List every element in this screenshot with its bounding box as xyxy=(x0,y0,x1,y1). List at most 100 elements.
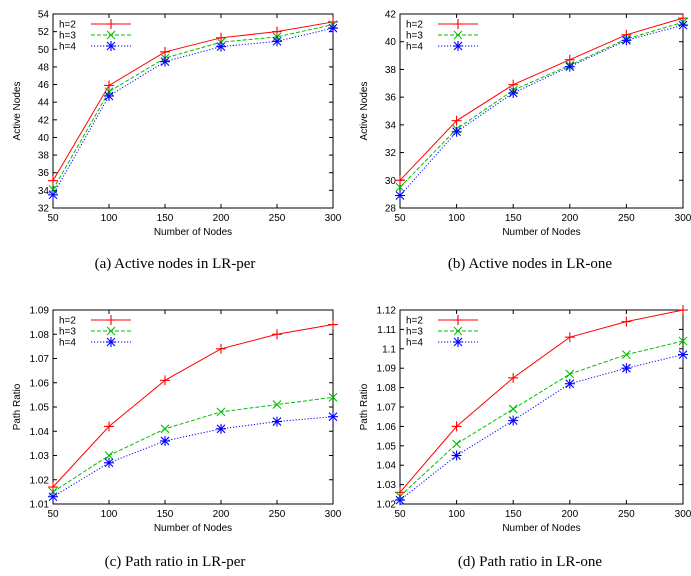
y-tick-label: 50 xyxy=(38,45,50,56)
y-tick-label: 42 xyxy=(385,10,397,21)
data-point-h=4 xyxy=(564,378,575,389)
data-point-h=4 xyxy=(508,87,519,98)
y-tick-label: 1.01 xyxy=(30,500,50,511)
plot-frame xyxy=(399,13,684,209)
data-point-h=3 xyxy=(216,407,226,417)
data-point-h=3 xyxy=(565,60,575,70)
legend-marker-h=2 xyxy=(106,315,116,325)
series-line-h=4 xyxy=(52,27,334,196)
legend-marker-h=2 xyxy=(106,19,116,29)
legend-label: h=4 xyxy=(406,42,423,53)
series-line-h=2 xyxy=(52,324,334,488)
y-tick-label: 40 xyxy=(38,133,50,144)
y-tick-label: 1.06 xyxy=(377,422,397,433)
y-tick-label: 34 xyxy=(38,186,50,197)
y-tick-label: 1.02 xyxy=(30,475,50,486)
x-tick-label: 150 xyxy=(157,509,174,520)
series-line-h=4 xyxy=(52,416,334,498)
caption-c: (c) Path ratio in LR-per xyxy=(104,554,246,570)
data-point-h=4 xyxy=(160,435,170,446)
y-tick-label: 1.11 xyxy=(377,325,396,336)
y-axis-label: Path Ratio xyxy=(12,383,23,430)
data-point-h=3 xyxy=(508,85,518,95)
x-axis-label: Number of Nodes xyxy=(502,227,580,238)
x-tick-label: 100 xyxy=(448,509,465,520)
data-point-h=3 xyxy=(565,369,575,379)
x-tick-label: 50 xyxy=(47,213,59,224)
x-tick-label: 50 xyxy=(394,213,406,224)
data-point-h=3 xyxy=(104,451,114,460)
data-point-h=2 xyxy=(678,305,688,315)
y-tick-label: 48 xyxy=(38,62,50,73)
data-point-h=2 xyxy=(160,46,170,57)
data-point-h=2 xyxy=(564,332,575,343)
y-tick-label: 28 xyxy=(385,204,397,215)
data-point-h=2 xyxy=(508,372,519,383)
y-axis-label: Path Ratio xyxy=(359,383,370,430)
data-point-h=2 xyxy=(104,421,114,432)
data-point-h=3 xyxy=(272,32,282,42)
data-point-h=3 xyxy=(622,350,631,360)
legend-label: h=3 xyxy=(59,31,76,42)
data-point-h=4 xyxy=(328,23,338,34)
data-point-h=3 xyxy=(328,20,338,29)
y-tick-label: 1.07 xyxy=(30,354,50,365)
data-point-h=2 xyxy=(272,329,282,340)
x-tick-label: 250 xyxy=(618,213,635,224)
data-point-h=4 xyxy=(395,495,405,506)
data-point-h=2 xyxy=(564,54,575,65)
data-point-h=2 xyxy=(451,421,462,432)
data-point-h=4 xyxy=(272,416,282,427)
y-tick-label: 54 xyxy=(38,10,50,21)
data-point-h=4 xyxy=(564,61,575,72)
data-point-h=2 xyxy=(48,482,58,493)
y-tick-label: 1.08 xyxy=(30,330,50,341)
y-tick-label: 36 xyxy=(385,93,397,104)
y-tick-label: 36 xyxy=(38,168,50,179)
y-tick-label: 1.03 xyxy=(377,480,397,491)
y-tick-label: 1.02 xyxy=(377,500,397,511)
series-line-h=4 xyxy=(399,354,684,501)
x-tick-label: 50 xyxy=(394,509,406,520)
data-point-h=2 xyxy=(272,26,282,37)
y-tick-label: 30 xyxy=(385,176,397,187)
y-tick-label: 1.05 xyxy=(377,441,397,452)
data-point-h=4 xyxy=(395,190,405,201)
data-point-h=3 xyxy=(678,336,688,346)
x-axis-label: Number of Nodes xyxy=(154,523,232,534)
legend-marker-h=4 xyxy=(453,337,463,347)
legend-marker-h=3 xyxy=(106,326,116,336)
series-line-h=3 xyxy=(52,24,334,190)
series-line-h=4 xyxy=(399,24,684,196)
y-tick-label: 1.05 xyxy=(30,403,50,414)
legend-label: h=2 xyxy=(59,316,76,327)
data-point-h=3 xyxy=(160,424,170,434)
data-point-h=2 xyxy=(328,319,338,330)
legend-marker-h=4 xyxy=(453,41,463,51)
legend-marker-h=3 xyxy=(106,30,116,40)
data-point-h=2 xyxy=(48,175,58,186)
data-point-h=2 xyxy=(328,16,338,27)
data-point-h=4 xyxy=(328,411,338,422)
legend-label: h=2 xyxy=(406,20,423,31)
caption-d: (d) Path ratio in LR-one xyxy=(457,554,603,570)
y-tick-label: 52 xyxy=(38,27,50,38)
x-tick-label: 300 xyxy=(325,509,342,520)
data-point-h=4 xyxy=(678,349,688,360)
y-tick-label: 1.08 xyxy=(377,383,397,394)
y-tick-label: 1.09 xyxy=(377,364,397,375)
y-tick-label: 1.09 xyxy=(30,306,50,317)
legend-marker-h=3 xyxy=(453,326,463,336)
y-tick-label: 34 xyxy=(385,120,397,131)
legend-label: h=2 xyxy=(406,316,423,327)
legend-marker-h=2 xyxy=(453,315,463,325)
legend-label: h=3 xyxy=(406,327,423,338)
data-point-h=4 xyxy=(621,35,632,46)
data-point-h=4 xyxy=(451,126,462,137)
data-point-h=3 xyxy=(395,491,405,501)
x-tick-label: 150 xyxy=(505,213,522,224)
legend-label: h=2 xyxy=(59,20,76,31)
data-point-h=3 xyxy=(508,404,518,414)
